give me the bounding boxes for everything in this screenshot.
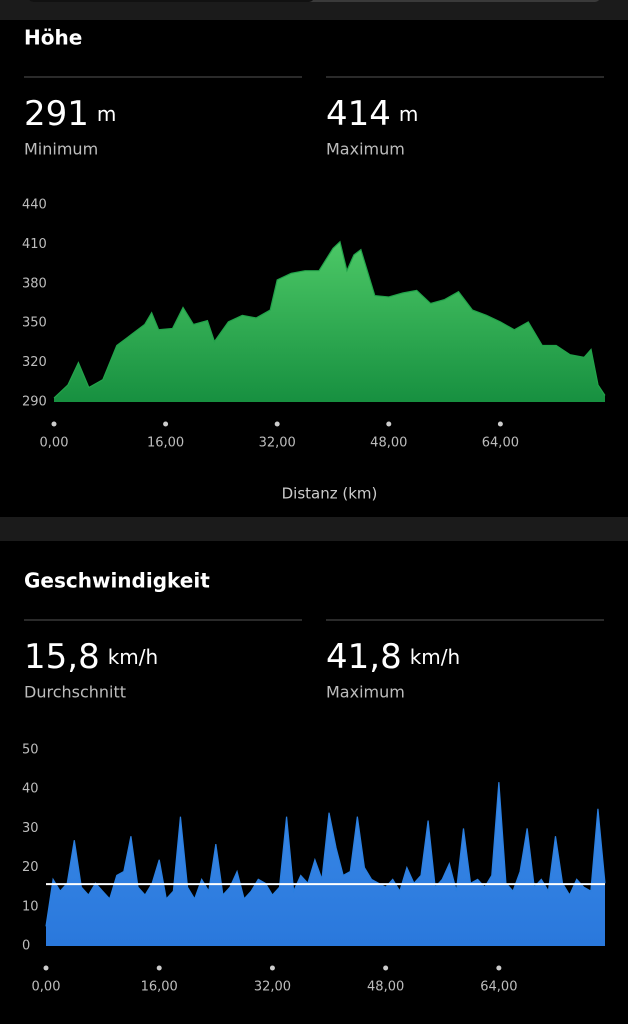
x-tick-dot (386, 421, 392, 427)
x-tick-dot (383, 965, 389, 971)
y-tick-label: 20 (22, 860, 39, 875)
y-tick-label: 50 (22, 743, 39, 758)
stat-label: Durchschnitt (24, 683, 126, 702)
stat-value: 41,8 km/h (326, 637, 460, 677)
y-tick-label: 410 (22, 237, 47, 252)
x-tick-label: 64,00 (482, 436, 519, 451)
y-tick-label: 320 (22, 355, 47, 370)
tab-active (29, 0, 313, 2)
x-tick-dot (496, 965, 502, 971)
area (54, 241, 605, 402)
stat-label: Minimum (24, 140, 98, 159)
x-tick-label: 0,00 (32, 980, 61, 995)
x-tick-label: 16,00 (147, 436, 184, 451)
x-tick-dot (274, 421, 280, 427)
x-tick-dot (156, 965, 162, 971)
stat-value: 414 m (326, 94, 418, 134)
x-tick-label: 48,00 (367, 980, 404, 995)
y-tick-label: 30 (22, 821, 39, 836)
x-axis-label: Distanz (km) (282, 485, 378, 503)
x-tick-label: 48,00 (370, 436, 407, 451)
top-band (0, 0, 628, 20)
stat-number: 15,8 (24, 637, 100, 677)
y-tick-label: 350 (22, 316, 47, 331)
y-tick-label: 40 (22, 782, 39, 797)
y-tick-label: 290 (22, 395, 47, 410)
area-line (45, 782, 606, 927)
y-tick-label: 0 (22, 939, 30, 954)
x-tick-label: 32,00 (254, 980, 291, 995)
x-tick-label: 0,00 (40, 436, 69, 451)
stat-number: 414 (326, 94, 391, 134)
x-tick-dot (269, 965, 275, 971)
stat-value: 291 m (24, 94, 116, 134)
area-line (53, 240, 606, 399)
y-tick-label: 440 (22, 198, 47, 213)
stat-unit: km/h (108, 645, 158, 669)
x-tick-dot (497, 421, 503, 427)
area (46, 782, 605, 946)
stat-label: Maximum (326, 683, 405, 702)
y-tick-label: 380 (22, 276, 47, 291)
stat-unit: km/h (410, 645, 460, 669)
stat-number: 291 (24, 94, 89, 134)
stat-number: 41,8 (326, 637, 402, 677)
x-tick-label: 32,00 (259, 436, 296, 451)
x-tick-label: 16,00 (141, 980, 178, 995)
section-separator (0, 517, 628, 541)
section-title: Geschwindigkeit (24, 569, 210, 593)
x-tick-label: 64,00 (480, 980, 517, 995)
stat-label: Maximum (326, 140, 405, 159)
x-tick-dot (43, 965, 49, 971)
stat-unit: m (399, 102, 418, 126)
stat-unit: m (97, 102, 116, 126)
y-tick-label: 10 (22, 899, 39, 914)
stat-value: 15,8 km/h (24, 637, 158, 677)
x-tick-dot (51, 421, 57, 427)
section-title: Höhe (24, 26, 82, 50)
x-tick-dot (163, 421, 169, 427)
